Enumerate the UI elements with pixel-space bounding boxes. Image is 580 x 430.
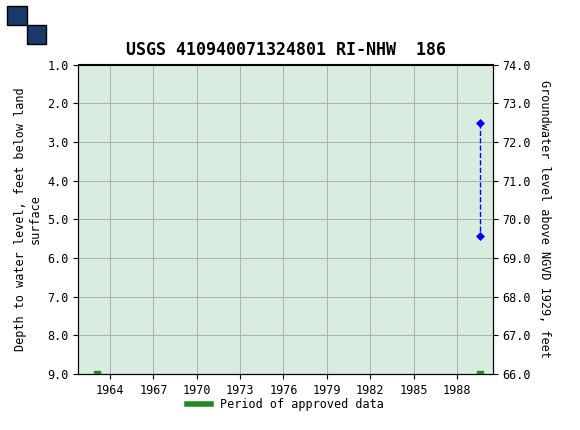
FancyBboxPatch shape bbox=[7, 6, 27, 25]
Y-axis label: Groundwater level above NGVD 1929, feet: Groundwater level above NGVD 1929, feet bbox=[538, 80, 551, 358]
Title: USGS 410940071324801 RI-NHW  186: USGS 410940071324801 RI-NHW 186 bbox=[126, 41, 445, 59]
Y-axis label: Depth to water level, feet below land
surface: Depth to water level, feet below land su… bbox=[14, 87, 42, 351]
Legend: Period of approved data: Period of approved data bbox=[183, 394, 389, 416]
Bar bbox=[7, 6, 46, 43]
Text: USGS: USGS bbox=[53, 15, 117, 35]
FancyBboxPatch shape bbox=[27, 25, 46, 43]
